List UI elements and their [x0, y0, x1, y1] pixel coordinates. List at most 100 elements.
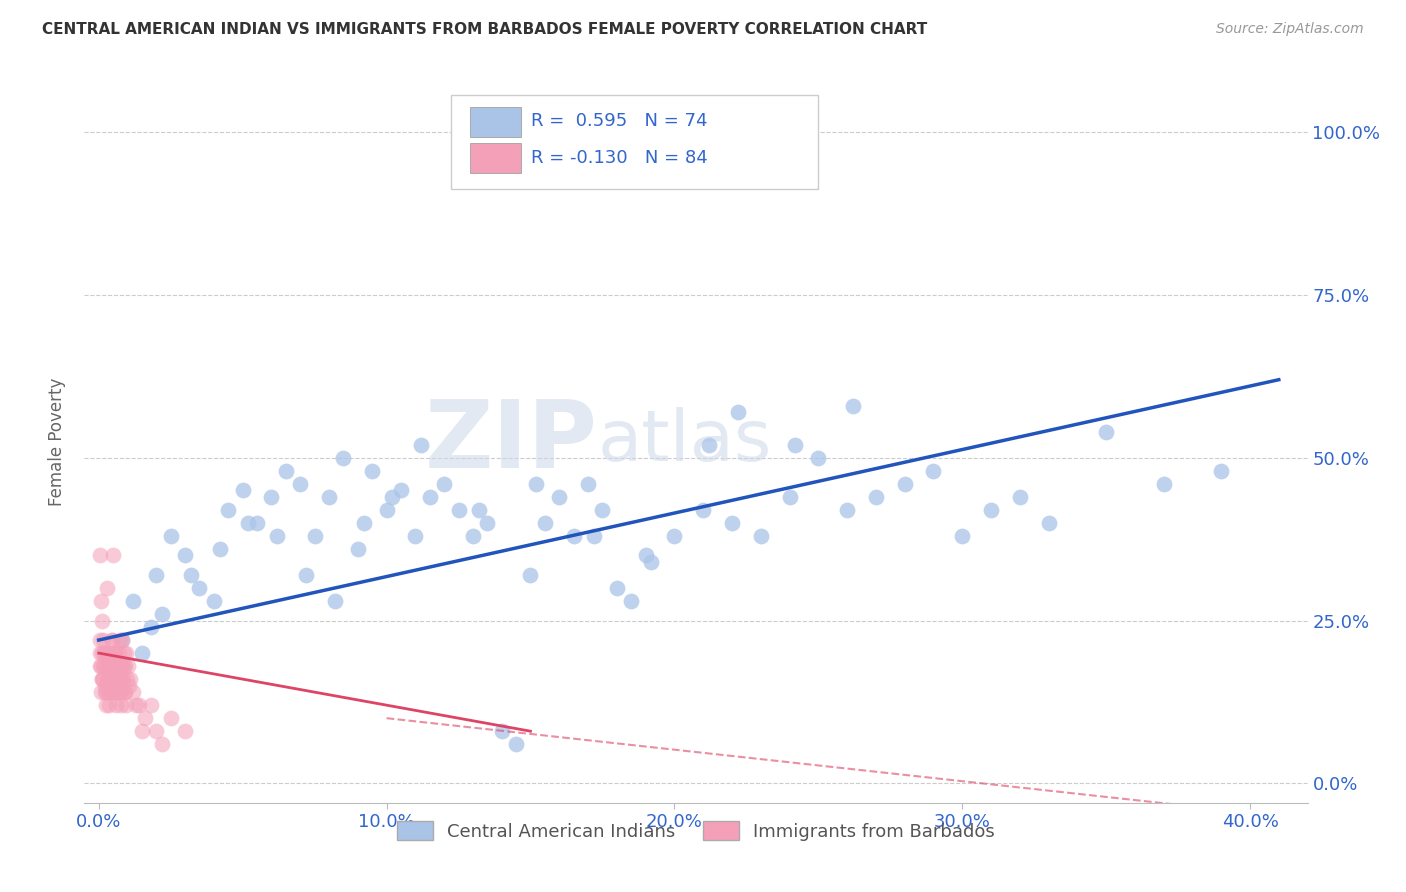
Point [323, 594, 346, 608]
Point [108, 672, 131, 686]
Point [90, 672, 112, 686]
Point [93, 659, 115, 673]
Point [842, 399, 865, 413]
Point [332, 450, 354, 465]
Point [217, 503, 239, 517]
Point [104, 672, 127, 686]
Text: atlas: atlas [598, 407, 772, 476]
Point [90, 646, 112, 660]
Point [91, 672, 114, 686]
Point [115, 698, 138, 713]
Point [103, 685, 125, 699]
Point [461, 529, 484, 543]
Point [353, 516, 375, 530]
Point [188, 581, 211, 595]
Point [110, 698, 132, 713]
Point [606, 581, 628, 595]
Point [98, 659, 121, 673]
Point [139, 698, 162, 713]
Point [103, 646, 125, 660]
Point [107, 685, 129, 699]
Point [96, 672, 118, 686]
Point [105, 646, 128, 660]
Point [145, 568, 167, 582]
Point [785, 438, 807, 452]
Point [139, 620, 162, 634]
Point [1211, 464, 1233, 478]
Point [346, 541, 368, 556]
Point [159, 711, 181, 725]
Point [120, 672, 142, 686]
Point [89, 659, 111, 673]
Point [131, 646, 153, 660]
Point [150, 737, 173, 751]
Point [419, 490, 441, 504]
Point [433, 476, 456, 491]
Text: ZIP: ZIP [425, 395, 598, 488]
Point [114, 659, 136, 673]
Point [94, 646, 117, 660]
Point [664, 529, 686, 543]
Point [90, 594, 112, 608]
Point [89, 633, 111, 648]
Point [150, 607, 173, 621]
Point [375, 503, 398, 517]
FancyBboxPatch shape [470, 143, 522, 173]
Point [208, 541, 231, 556]
Text: R = -0.130   N = 84: R = -0.130 N = 84 [531, 149, 707, 167]
Point [835, 503, 858, 517]
Point [128, 698, 150, 713]
Point [304, 529, 326, 543]
Point [101, 633, 124, 648]
Point [318, 490, 340, 504]
Point [97, 646, 120, 660]
Point [91, 614, 114, 628]
Point [97, 672, 120, 686]
Point [118, 679, 141, 693]
Point [447, 503, 470, 517]
Point [94, 685, 117, 699]
Point [389, 483, 412, 498]
Point [122, 594, 145, 608]
Point [100, 659, 122, 673]
Y-axis label: Female Poverty: Female Poverty [48, 377, 66, 506]
Point [174, 724, 197, 739]
Point [491, 724, 513, 739]
Point [274, 464, 297, 478]
Point [94, 698, 117, 713]
Point [582, 529, 605, 543]
Point [115, 672, 138, 686]
Point [91, 672, 114, 686]
Point [96, 659, 118, 673]
Point [89, 646, 111, 660]
Point [98, 672, 121, 686]
Point [576, 476, 599, 491]
Point [562, 529, 585, 543]
Point [238, 516, 260, 530]
Point [96, 581, 118, 595]
Point [98, 672, 121, 686]
Point [101, 659, 124, 673]
Point [111, 672, 134, 686]
Point [93, 646, 115, 660]
Point [104, 672, 127, 686]
Point [411, 438, 433, 452]
Point [381, 490, 404, 504]
Point [246, 516, 269, 530]
Point [112, 659, 135, 673]
Point [980, 503, 1002, 517]
Point [548, 490, 571, 504]
Point [94, 685, 117, 699]
Point [922, 464, 945, 478]
Point [749, 529, 772, 543]
Point [100, 685, 122, 699]
Point [865, 490, 887, 504]
FancyBboxPatch shape [470, 107, 522, 137]
Point [1008, 490, 1031, 504]
Point [290, 476, 312, 491]
Point [477, 516, 499, 530]
Point [103, 646, 125, 660]
Point [93, 659, 115, 673]
Point [110, 659, 132, 673]
Point [505, 737, 527, 751]
